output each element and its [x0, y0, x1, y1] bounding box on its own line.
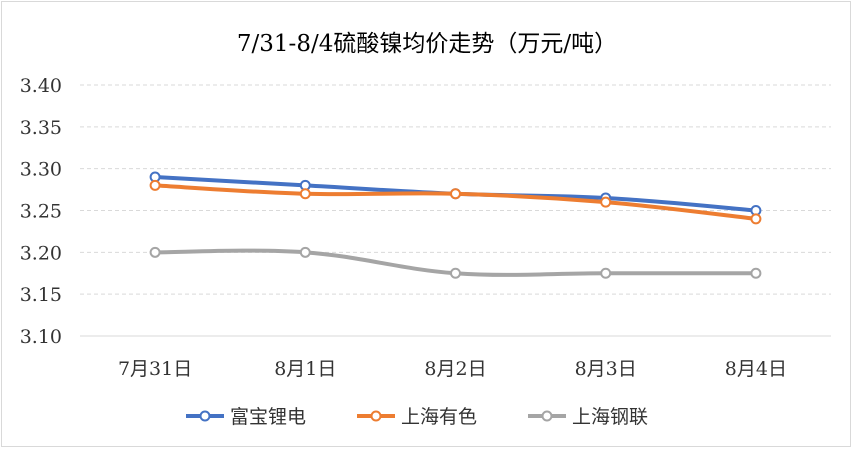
legend-item: 富宝锂电 [186, 406, 306, 428]
data-point [299, 246, 311, 258]
series-group [149, 171, 762, 279]
legend-label: 上海钢联 [572, 406, 648, 428]
y-tick-label: 3.10 [20, 326, 62, 348]
legend: 富宝锂电 上海有色 上海钢联 [186, 406, 648, 428]
x-tick-label: 8月3日 [575, 358, 637, 380]
legend-item: 上海钢联 [528, 406, 648, 428]
gridlines [80, 84, 831, 295]
x-tick-label: 8月4日 [725, 358, 787, 380]
legend-item: 上海有色 [357, 406, 477, 428]
data-point [149, 179, 161, 191]
y-tick-label: 3.15 [20, 284, 62, 306]
y-axis-ticks: 3.10 3.15 3.20 3.25 3.30 3.35 3.40 [20, 75, 62, 348]
legend-label: 富宝锂电 [230, 406, 306, 428]
series-3 [149, 246, 762, 279]
data-point [600, 196, 612, 208]
data-point [450, 188, 461, 200]
x-tick-label: 8月1日 [274, 358, 336, 380]
data-point [750, 267, 762, 279]
data-point [450, 267, 461, 279]
x-tick-label: 8月2日 [424, 358, 486, 380]
chart-title: 7/31-8/4硫酸镍均价走势（万元/吨） [237, 31, 617, 57]
x-axis-ticks: 7月31日 8月1日 8月2日 8月3日 8月4日 [118, 358, 787, 380]
legend-label: 上海有色 [401, 406, 477, 428]
x-tick-label: 7月31日 [118, 358, 192, 380]
data-point [600, 267, 612, 279]
legend-marker [541, 410, 553, 422]
y-tick-label: 3.35 [20, 117, 62, 139]
data-point [750, 213, 762, 225]
y-tick-label: 3.20 [20, 242, 62, 264]
y-tick-label: 3.40 [20, 75, 62, 97]
y-tick-label: 3.30 [20, 159, 62, 181]
series-2 [149, 179, 762, 225]
data-point [299, 188, 311, 200]
legend-marker [199, 410, 211, 422]
legend-marker [370, 410, 382, 422]
y-tick-label: 3.25 [20, 201, 62, 223]
data-point [149, 246, 161, 258]
